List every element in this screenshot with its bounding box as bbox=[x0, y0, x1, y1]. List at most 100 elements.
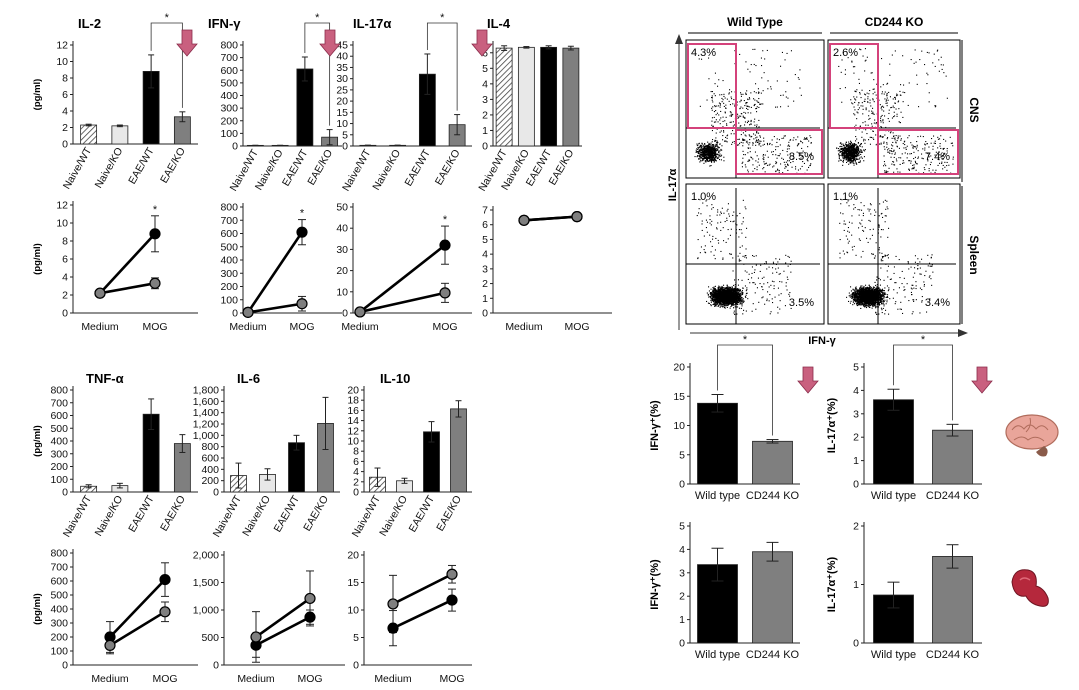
y-tick-label: 800 bbox=[201, 441, 219, 453]
y-tick-label: 0 bbox=[62, 660, 68, 672]
y-tick-label: 0 bbox=[853, 638, 859, 650]
x-tick-label: MOG bbox=[152, 673, 177, 685]
chart-spleen_ifng_pct: 0 1 2 3 4 5 IFN-γ⁺(%) Wild type CD244 KO bbox=[649, 521, 800, 661]
flow-cytometry-panel: Wild Type CD244 KO CNS Spleen IL-17α IFN-γ 4.3… bbox=[667, 15, 981, 347]
y-tick-label: 6 bbox=[482, 219, 488, 231]
y-tick-label: 200 bbox=[50, 632, 68, 644]
y-tick-label: 14 bbox=[347, 415, 359, 427]
significance-bracket bbox=[717, 344, 773, 436]
scatter-plot-spleen-cd244-ko: 1.1% 3.4% bbox=[827, 183, 961, 325]
ifng-percent: 8.5% bbox=[789, 151, 814, 163]
x-tick-label: MOG bbox=[142, 321, 167, 333]
y-tick-label: 200 bbox=[50, 461, 68, 473]
x-tick-label: CD244 KO bbox=[926, 649, 980, 661]
plot-frame bbox=[827, 39, 961, 179]
down-arrow-icon bbox=[319, 29, 341, 57]
x-tick-label: Wild type bbox=[695, 649, 740, 661]
panel-title: IL-10 bbox=[380, 371, 410, 386]
y-axis-label: IFN-γ⁺(%) bbox=[649, 559, 661, 610]
brain-shape bbox=[1005, 414, 1059, 450]
y-tick-label: 100 bbox=[220, 294, 238, 306]
y-tick-label: 5 bbox=[482, 63, 488, 75]
chart-tnfa_line: 0 100 200 300 400 500 600 700 800 (pg/ml) Medium MO… bbox=[32, 548, 198, 685]
x-tick-label: Naive/WT bbox=[61, 493, 95, 539]
y-tick-label: 500 bbox=[50, 590, 68, 602]
significance-star: * bbox=[300, 208, 305, 220]
y-tick-label: 20 bbox=[336, 96, 348, 108]
y-tick-label: 800 bbox=[220, 202, 238, 214]
y-tick-label: 100 bbox=[50, 646, 68, 658]
y-tick-label: 0 bbox=[342, 141, 348, 153]
series-line-ko bbox=[255, 597, 311, 639]
series-line-ko bbox=[109, 610, 166, 647]
bar-naive-ko bbox=[111, 125, 129, 145]
y-tick-label: 800 bbox=[220, 40, 238, 52]
data-point-wt bbox=[439, 239, 451, 251]
data-point-wt bbox=[446, 594, 458, 606]
data-point-ko bbox=[439, 287, 451, 299]
series-line-wt bbox=[392, 598, 453, 630]
y-tick-label: 300 bbox=[220, 103, 238, 115]
arrow-head-icon bbox=[958, 329, 968, 337]
significance-star: * bbox=[743, 334, 748, 346]
chart-cns_il17_pct: 0 1 2 3 4 5 IL-17α⁺(%) Wild type CD244 KO * bbox=[826, 334, 982, 502]
y-tick-label: 1 bbox=[853, 579, 859, 591]
y-tick-label: 700 bbox=[220, 215, 238, 227]
bar-wild-type bbox=[697, 402, 738, 485]
y-tick-label: 700 bbox=[50, 397, 68, 409]
chart-ifng_bar: 0100200300400500600700800IFN-γNaive/WTNa… bbox=[208, 12, 342, 193]
y-tick-label: 1 bbox=[679, 614, 685, 626]
y-tick-label: 4 bbox=[679, 544, 685, 556]
y-tick-label: 20 bbox=[336, 265, 348, 277]
significance-bracket bbox=[893, 344, 953, 421]
y-tick-label: 100 bbox=[50, 474, 68, 486]
series-line-wt bbox=[109, 578, 166, 638]
y-tick-label: 0 bbox=[482, 141, 488, 153]
x-tick-label: Naive/KO bbox=[240, 494, 273, 539]
y-tick-label: 30 bbox=[336, 244, 348, 256]
x-tick-label: Naive/KO bbox=[370, 148, 403, 193]
il17-percent: 1.1% bbox=[833, 191, 858, 203]
y-tick-label: 15 bbox=[673, 391, 685, 403]
y-tick-label: 600 bbox=[201, 453, 219, 465]
data-point-ko bbox=[387, 598, 399, 610]
y-tick-label: 300 bbox=[50, 618, 68, 630]
chart-il4_line: 0 1 2 3 4 5 6 7 Medium MOG bbox=[482, 205, 612, 333]
y-tick-label: 2 bbox=[482, 278, 488, 290]
y-tick-label: 6 bbox=[353, 456, 359, 468]
x-tick-label: Medium bbox=[341, 321, 379, 333]
y-tick-label: 0 bbox=[213, 660, 219, 672]
y-tick-label: 500 bbox=[50, 423, 68, 435]
y-axis-label: IL-17α⁺(%) bbox=[826, 397, 838, 453]
y-tick-label: 2 bbox=[482, 109, 488, 121]
down-arrow-icon bbox=[971, 366, 993, 394]
arrow-head-icon bbox=[675, 34, 683, 44]
y-tick-label: 3 bbox=[482, 263, 488, 275]
series-line-ko bbox=[392, 573, 453, 606]
y-axis-label: IFN-γ⁺(%) bbox=[649, 400, 661, 451]
significance-bracket bbox=[150, 22, 183, 108]
y-tick-label: 1,500 bbox=[193, 577, 219, 589]
spleen-shape bbox=[1011, 569, 1049, 607]
significance-star: * bbox=[165, 12, 170, 24]
series-line-ko bbox=[247, 302, 303, 314]
y-tick-label: 0 bbox=[232, 141, 238, 153]
x-tick-label: EAE/KO bbox=[434, 494, 464, 534]
bar-naive-wt bbox=[80, 124, 98, 145]
events-cloud bbox=[694, 48, 812, 175]
x-tick-label: CD244 KO bbox=[746, 649, 800, 661]
x-tick-label: EAE/WT bbox=[126, 493, 157, 534]
y-tick-label: 600 bbox=[50, 576, 68, 588]
significance-star: * bbox=[315, 12, 320, 24]
y-tick-label: 3 bbox=[482, 94, 488, 106]
panel-title: IL-2 bbox=[78, 16, 101, 31]
y-tick-label: 1 bbox=[482, 125, 488, 137]
y-tick-label: 6 bbox=[62, 89, 68, 101]
y-tick-label: 0 bbox=[342, 308, 348, 320]
y-tick-label: 40 bbox=[336, 223, 348, 235]
series-line-ko bbox=[523, 215, 578, 222]
y-tick-label: 400 bbox=[50, 604, 68, 616]
